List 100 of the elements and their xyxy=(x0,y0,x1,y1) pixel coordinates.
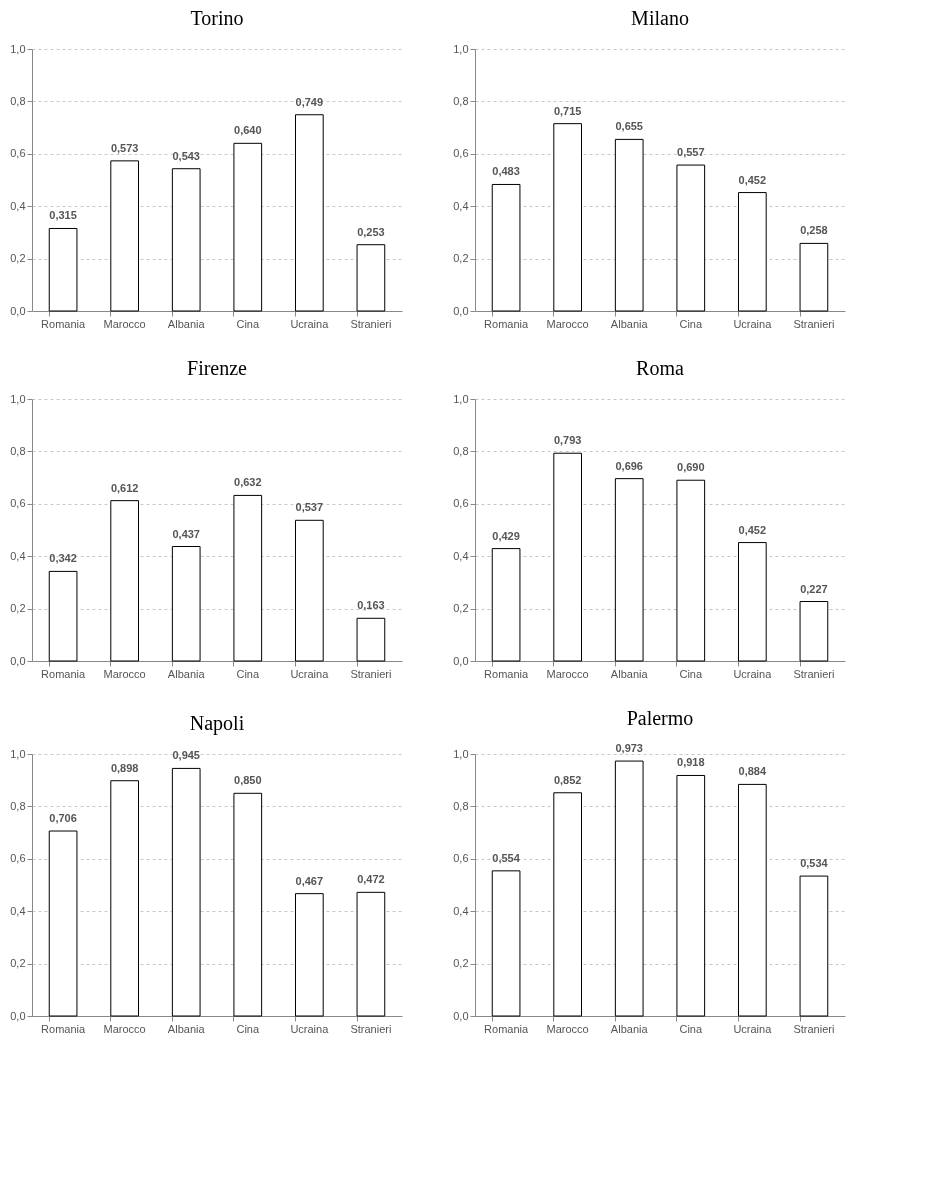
x-tick-label: Albania xyxy=(610,1022,649,1035)
x-tick-label: Albania xyxy=(610,667,649,680)
x-tick-label: Albania xyxy=(167,667,206,680)
y-tick-label: 0,8 xyxy=(453,94,469,107)
bar xyxy=(553,123,583,312)
chart-title: Firenze xyxy=(187,357,248,379)
bar xyxy=(737,192,767,312)
y-tick-label: 0,8 xyxy=(10,94,26,107)
y-tick-label: 0,0 xyxy=(10,304,26,317)
bar xyxy=(737,542,767,662)
x-tick-label: Marocco xyxy=(546,1022,589,1035)
data-label: 0,467 xyxy=(295,874,324,887)
data-label: 0,612 xyxy=(110,481,139,494)
data-label: 0,690 xyxy=(677,461,705,474)
x-tick-label: Cina xyxy=(679,1022,703,1035)
y-tick-label: 0,0 xyxy=(453,654,469,667)
bar xyxy=(553,452,583,662)
chart-title: Milano xyxy=(631,7,689,29)
bar xyxy=(676,479,706,662)
data-label: 0,258 xyxy=(800,224,828,237)
x-tick-label: Romania xyxy=(484,667,529,680)
bar xyxy=(294,893,324,1017)
y-tick-label: 0,8 xyxy=(453,444,469,457)
y-tick-label: 0,2 xyxy=(10,252,26,265)
y-tick-label: 0,0 xyxy=(453,1009,469,1022)
y-tick-label: 0,6 xyxy=(453,852,469,865)
x-tick-label: Stranieri xyxy=(793,667,835,680)
bar xyxy=(356,617,386,662)
x-tick-label: Cina xyxy=(236,667,260,680)
data-label: 0,429 xyxy=(492,529,520,542)
y-tick-label: 0,4 xyxy=(453,904,469,917)
x-tick-label: Romania xyxy=(41,317,86,330)
x-tick-label: Marocco xyxy=(546,667,589,680)
y-tick-label: 0,4 xyxy=(453,549,469,562)
chart-title: Palermo xyxy=(626,707,694,730)
y-tick-label: 0,4 xyxy=(10,549,26,562)
x-tick-label: Ucraina xyxy=(290,667,330,680)
y-tick-label: 0,4 xyxy=(453,199,469,212)
x-tick-label: Romania xyxy=(41,1022,86,1035)
y-tick-label: 0,2 xyxy=(453,957,469,970)
data-label: 0,973 xyxy=(615,742,643,755)
bar xyxy=(614,760,644,1017)
data-label: 0,793 xyxy=(553,434,582,447)
x-tick-label: Ucraina xyxy=(733,667,773,680)
y-tick-label: 0,6 xyxy=(10,497,26,510)
data-label: 0,850 xyxy=(234,774,262,787)
data-label: 0,632 xyxy=(234,476,262,489)
bar xyxy=(294,519,324,662)
data-label: 0,884 xyxy=(738,765,767,778)
bar xyxy=(799,601,829,662)
data-label: 0,706 xyxy=(49,812,77,825)
y-tick-label: 0,6 xyxy=(10,147,26,160)
data-label: 0,315 xyxy=(49,209,77,222)
bar xyxy=(171,168,201,312)
data-label: 0,640 xyxy=(234,124,262,137)
x-tick-label: Stranieri xyxy=(350,667,392,680)
bar xyxy=(676,774,706,1017)
x-tick-label: Stranieri xyxy=(350,1022,392,1035)
y-tick-label: 0,8 xyxy=(10,799,26,812)
data-label: 0,573 xyxy=(110,141,139,154)
data-label: 0,437 xyxy=(172,527,200,540)
x-tick-label: Ucraina xyxy=(290,1022,330,1035)
x-tick-label: Marocco xyxy=(103,317,146,330)
y-tick-label: 1,0 xyxy=(10,42,26,55)
data-label: 0,452 xyxy=(738,523,767,536)
chart-title: Napoli xyxy=(189,712,245,735)
y-tick-label: 0,4 xyxy=(10,904,26,917)
x-tick-label: Stranieri xyxy=(350,317,392,330)
data-label: 0,715 xyxy=(553,104,582,117)
x-tick-label: Romania xyxy=(41,667,86,680)
data-label: 0,945 xyxy=(172,749,200,762)
y-tick-label: 0,2 xyxy=(10,957,26,970)
data-label: 0,537 xyxy=(295,501,324,514)
y-tick-label: 0,0 xyxy=(453,304,469,317)
x-tick-label: Cina xyxy=(236,317,260,330)
bar xyxy=(233,142,263,312)
y-tick-label: 1,0 xyxy=(10,392,26,405)
bar xyxy=(294,114,324,312)
y-tick-label: 1,0 xyxy=(453,392,469,405)
y-tick-label: 0,2 xyxy=(453,602,469,615)
bar xyxy=(48,830,78,1017)
bar xyxy=(356,891,386,1017)
x-tick-label: Romania xyxy=(484,317,529,330)
bar xyxy=(553,792,583,1017)
bar xyxy=(491,183,521,312)
bar xyxy=(491,870,521,1017)
x-tick-label: Marocco xyxy=(103,667,146,680)
y-tick-label: 1,0 xyxy=(453,747,469,760)
y-tick-label: 0,0 xyxy=(10,1009,26,1022)
data-label: 0,227 xyxy=(800,582,828,595)
y-tick-label: 0,8 xyxy=(453,799,469,812)
x-tick-label: Stranieri xyxy=(793,317,835,330)
x-tick-label: Stranieri xyxy=(793,1022,835,1035)
data-label: 0,163 xyxy=(357,599,385,612)
bar xyxy=(48,227,78,312)
x-tick-label: Ucraina xyxy=(290,317,330,330)
data-label: 0,655 xyxy=(615,120,643,133)
y-tick-label: 0,2 xyxy=(453,252,469,265)
y-tick-label: 0,8 xyxy=(10,444,26,457)
bar xyxy=(233,494,263,662)
